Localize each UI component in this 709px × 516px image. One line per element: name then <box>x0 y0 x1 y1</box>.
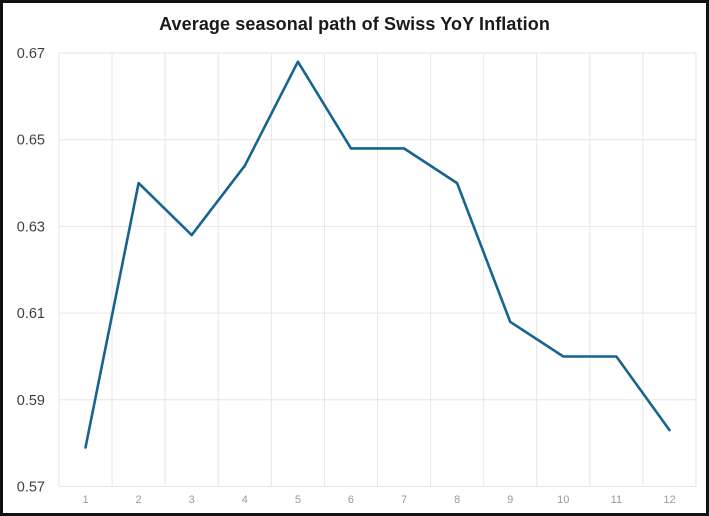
x-tick-label: 11 <box>611 494 622 506</box>
chart-title: Average seasonal path of Swiss YoY Infla… <box>159 14 550 34</box>
x-tick-label: 3 <box>189 494 195 506</box>
y-tick-label: 0.61 <box>17 306 45 322</box>
x-tick-label: 12 <box>663 494 675 506</box>
x-tick-label: 4 <box>242 494 248 506</box>
y-tick-label: 0.65 <box>17 133 45 149</box>
y-tick-label: 0.63 <box>17 219 45 235</box>
x-tick-label: 2 <box>136 494 142 506</box>
x-tick-label: 9 <box>507 494 513 506</box>
line-chart-plot-area: 0.570.590.610.630.650.671 2 3 4 5 6 7 8 9 10 11 12 <box>17 46 697 506</box>
x-tick-label: 10 <box>557 494 569 506</box>
x-tick-label: 5 <box>295 494 301 506</box>
y-tick-label: 0.59 <box>17 393 45 409</box>
x-tick-label: 8 <box>454 494 460 506</box>
inflation-series-line <box>84 60 671 449</box>
x-tick-label: 1 <box>82 494 88 506</box>
x-tick-label: 7 <box>401 494 407 506</box>
x-tick-label: 6 <box>348 494 354 506</box>
y-tick-label: 0.57 <box>17 480 45 496</box>
y-tick-label: 0.67 <box>17 46 45 62</box>
